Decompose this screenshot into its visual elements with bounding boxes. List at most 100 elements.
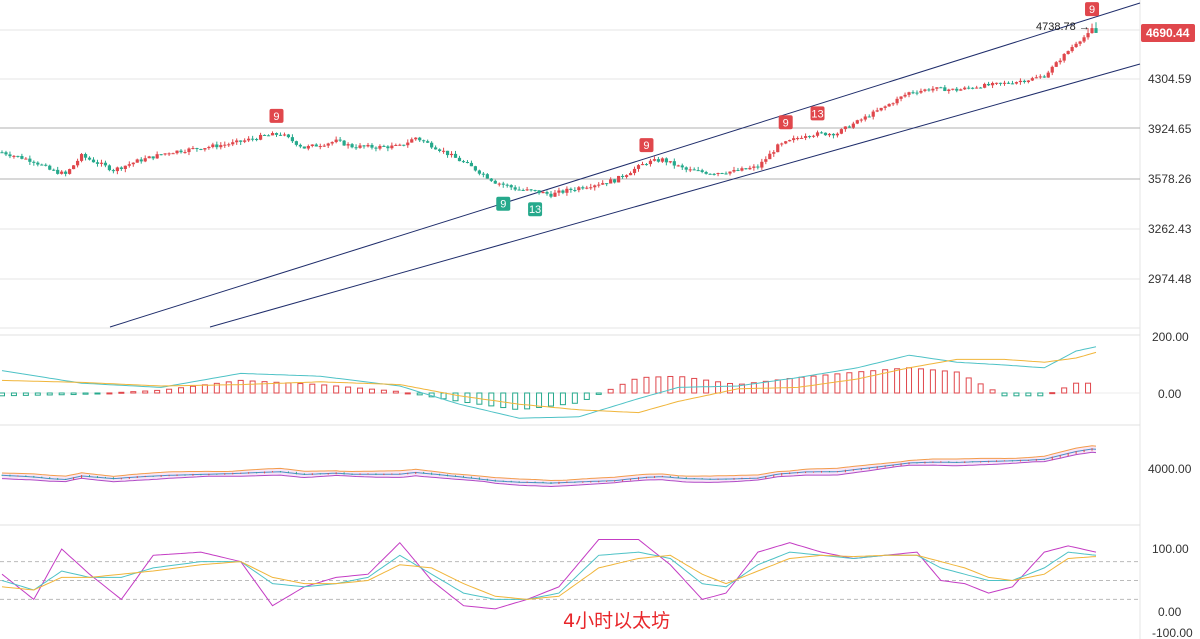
candle-body (239, 140, 243, 142)
candle-body (1010, 83, 1015, 85)
candle-body (461, 161, 466, 163)
candle-body (891, 103, 895, 105)
candle-body (430, 142, 434, 148)
candle-body (223, 144, 227, 146)
candle-body (839, 129, 843, 134)
candle-body (565, 188, 569, 193)
macd-histogram-bar (166, 388, 173, 394)
macd-histogram-bar (70, 392, 77, 396)
candle-body (549, 193, 553, 197)
candle-body (660, 158, 664, 162)
macd-histogram-bar (524, 392, 531, 410)
candle-body (497, 183, 501, 185)
current-price-tag: 4690.44 (1141, 24, 1195, 42)
channel-upper-line (109, 2, 1141, 328)
candle-body (418, 137, 422, 141)
macd-histogram-bar (22, 392, 29, 396)
candle-body (278, 134, 283, 136)
candle-body (676, 165, 680, 167)
candle-body (712, 173, 716, 175)
macd-histogram-bar (178, 387, 185, 394)
macd-histogram-bar (798, 376, 805, 394)
candle-body (477, 170, 481, 174)
macd-histogram-bar (715, 381, 722, 394)
candle-body (322, 145, 326, 147)
candle-body (199, 148, 203, 150)
candle-body (346, 144, 350, 146)
candle-body (879, 107, 883, 111)
td-marker-label: 13 (811, 108, 823, 120)
macd-histogram-bar (571, 392, 578, 404)
candle-body (601, 183, 605, 185)
candle-body (370, 144, 374, 148)
candle-body (975, 87, 979, 89)
candle-body (780, 143, 784, 145)
macd-histogram-bar (559, 392, 566, 406)
candle-body (426, 141, 430, 143)
ma-axis-label: 4000.00 (1148, 462, 1192, 476)
macd-histogram-bar (58, 392, 65, 396)
candle-body (390, 145, 394, 149)
macd-histogram-bar (500, 392, 507, 409)
macd-histogram-bar (977, 383, 984, 394)
candle-body (143, 158, 147, 162)
candle-body (632, 168, 637, 174)
candle-body (983, 83, 987, 88)
ma-band-fill (2, 445, 1096, 487)
candle-body (127, 164, 131, 166)
td-marker-bg (528, 202, 543, 217)
candle-body (203, 148, 207, 150)
candle-body (505, 184, 509, 186)
candle-body (24, 158, 28, 160)
kdj-d-line (1, 554, 1097, 600)
macd-histogram-bar (213, 382, 220, 394)
candle-body (1038, 76, 1042, 78)
candle-body (155, 154, 159, 159)
candle-body (581, 187, 585, 189)
candle-body (740, 168, 744, 171)
candle-body (772, 152, 776, 154)
candle-body (998, 82, 1003, 84)
candle-body (935, 87, 939, 89)
candle-body (831, 133, 836, 136)
candle-body (1030, 78, 1034, 81)
macd-histogram-bar (619, 383, 626, 394)
candle-body (1050, 66, 1054, 73)
candle-body (792, 138, 796, 141)
td-marker-label: 13 (529, 204, 541, 216)
candle-body (44, 164, 48, 166)
candle-body (354, 147, 358, 149)
channel-lower-line (209, 63, 1141, 328)
grid-layer (0, 0, 1141, 639)
candle-body (1042, 76, 1046, 78)
candle-body (756, 166, 760, 168)
candle-body (290, 137, 295, 142)
macd-histogram-bar (846, 372, 853, 394)
high-annotation: 4738.78 → (1036, 21, 1090, 33)
macd-histogram-bar (583, 392, 590, 400)
candle-body (501, 183, 505, 185)
candle-body (342, 140, 346, 146)
macd-histogram-bar (941, 370, 948, 394)
candle-body (115, 167, 119, 172)
candle-body (1054, 62, 1058, 67)
price-axis: 4304.59 3924.65 3578.26 3262.43 2974.48 (1148, 72, 1192, 286)
candle-body (422, 140, 426, 142)
candle-body (636, 165, 641, 169)
candle-body (994, 82, 999, 84)
kdj-axis-label: -100.00 (1152, 626, 1193, 639)
macd-histogram-bar (106, 392, 113, 395)
candle-body (306, 146, 310, 149)
candle-body (262, 134, 267, 136)
candle-body (1066, 51, 1070, 55)
macd-histogram-bar (1025, 392, 1032, 397)
candle-body (219, 145, 223, 148)
ma-upper-line (1, 445, 1097, 482)
candle-body (776, 144, 780, 153)
macd-histogram-bar (273, 381, 280, 394)
candle-body (990, 82, 995, 86)
candle-body (652, 159, 657, 161)
candle-body (907, 92, 911, 95)
candle-body (298, 144, 302, 147)
